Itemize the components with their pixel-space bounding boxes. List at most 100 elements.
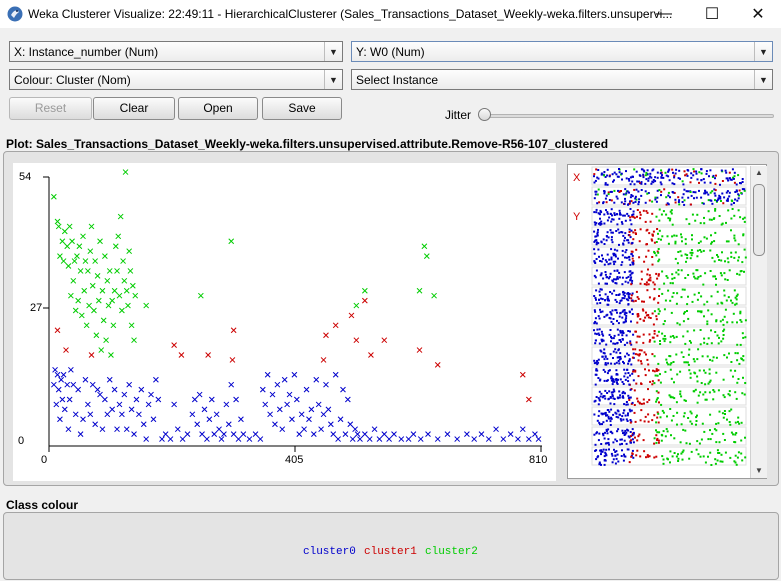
data-point-cluster1[interactable] xyxy=(361,297,368,304)
x-axis-select[interactable]: X: Instance_number (Num) ▼ xyxy=(9,41,343,62)
data-point-cluster0[interactable] xyxy=(189,411,196,418)
data-point-cluster2[interactable] xyxy=(88,223,95,230)
data-point-cluster2[interactable] xyxy=(60,258,67,264)
data-point-cluster0[interactable] xyxy=(361,431,368,437)
data-point-cluster0[interactable] xyxy=(344,396,351,403)
data-point-cluster0[interactable] xyxy=(179,436,186,442)
data-point-cluster2[interactable] xyxy=(78,312,85,319)
data-point-cluster0[interactable] xyxy=(208,396,215,403)
data-point-cluster0[interactable] xyxy=(114,426,120,433)
data-point-cluster0[interactable] xyxy=(216,426,222,433)
data-point-cluster2[interactable] xyxy=(126,248,133,255)
data-point-cluster0[interactable] xyxy=(225,421,232,428)
data-point-cluster0[interactable] xyxy=(259,386,266,393)
data-point-cluster1[interactable] xyxy=(381,337,388,344)
data-point-cluster0[interactable] xyxy=(252,431,259,437)
data-point-cluster2[interactable] xyxy=(54,218,61,225)
data-point-cluster0[interactable] xyxy=(327,421,334,428)
data-point-cluster2[interactable] xyxy=(89,282,96,289)
data-point-cluster1[interactable] xyxy=(434,362,441,368)
data-point-cluster0[interactable] xyxy=(371,426,378,433)
data-point-cluster0[interactable] xyxy=(471,436,478,442)
data-point-cluster0[interactable] xyxy=(51,381,57,388)
data-point-cluster0[interactable] xyxy=(194,421,201,428)
data-point-cluster2[interactable] xyxy=(99,287,106,294)
data-point-cluster0[interactable] xyxy=(53,401,60,408)
data-point-cluster1[interactable] xyxy=(519,371,526,378)
data-point-cluster0[interactable] xyxy=(308,406,315,413)
data-point-cluster0[interactable] xyxy=(335,436,341,442)
data-point-cluster0[interactable] xyxy=(366,436,373,442)
data-point-cluster0[interactable] xyxy=(218,436,225,442)
data-point-cluster0[interactable] xyxy=(58,376,65,383)
data-point-cluster0[interactable] xyxy=(111,386,118,393)
data-point-cluster0[interactable] xyxy=(398,436,405,442)
data-point-cluster0[interactable] xyxy=(70,381,77,388)
save-button[interactable]: Save xyxy=(262,97,342,120)
data-point-cluster0[interactable] xyxy=(298,411,305,418)
data-point-cluster0[interactable] xyxy=(532,431,538,437)
data-point-cluster0[interactable] xyxy=(54,371,61,378)
data-point-cluster2[interactable] xyxy=(122,169,129,175)
data-point-cluster0[interactable] xyxy=(289,416,295,423)
attribute-panel[interactable]: X Y xyxy=(567,164,767,479)
legend-cluster2[interactable]: cluster2 xyxy=(425,546,478,558)
data-point-cluster2[interactable] xyxy=(64,243,71,250)
attribute-thumbnail[interactable] xyxy=(591,406,747,426)
data-point-cluster1[interactable] xyxy=(88,352,95,358)
data-point-cluster0[interactable] xyxy=(123,426,130,433)
data-point-cluster0[interactable] xyxy=(425,431,431,437)
data-point-cluster2[interactable] xyxy=(121,277,128,284)
data-point-cluster0[interactable] xyxy=(310,431,317,437)
data-point-cluster0[interactable] xyxy=(281,376,288,383)
data-point-cluster2[interactable] xyxy=(91,307,97,314)
scatter-plot-area[interactable]: 54 27 0 0 405 810 xyxy=(13,163,556,481)
select-instance-select[interactable]: Select Instance ▼ xyxy=(351,69,773,90)
data-point-cluster0[interactable] xyxy=(77,431,84,437)
data-point-cluster0[interactable] xyxy=(313,376,320,383)
data-point-cluster0[interactable] xyxy=(274,381,281,388)
data-point-cluster2[interactable] xyxy=(105,302,112,309)
data-point-cluster0[interactable] xyxy=(330,431,337,437)
data-point-cluster2[interactable] xyxy=(71,258,78,264)
minimize-button[interactable]: — xyxy=(656,5,672,22)
legend-cluster1[interactable]: cluster1 xyxy=(364,546,417,558)
data-point-cluster2[interactable] xyxy=(143,302,150,309)
data-point-cluster0[interactable] xyxy=(68,366,74,373)
data-point-cluster0[interactable] xyxy=(80,416,86,423)
data-point-cluster2[interactable] xyxy=(85,268,91,274)
data-point-cluster0[interactable] xyxy=(233,396,239,403)
data-point-cluster0[interactable] xyxy=(410,431,417,437)
data-point-cluster2[interactable] xyxy=(197,292,204,299)
data-point-cluster0[interactable] xyxy=(293,396,300,403)
data-point-cluster2[interactable] xyxy=(109,297,116,304)
data-point-cluster2[interactable] xyxy=(228,238,235,245)
data-point-cluster0[interactable] xyxy=(206,416,213,423)
data-point-cluster0[interactable] xyxy=(515,436,521,442)
data-point-cluster2[interactable] xyxy=(114,268,120,274)
data-point-cluster2[interactable] xyxy=(66,223,73,230)
data-point-cluster2[interactable] xyxy=(115,233,122,240)
data-point-cluster0[interactable] xyxy=(340,386,346,393)
data-point-cluster0[interactable] xyxy=(478,431,485,437)
data-point-cluster2[interactable] xyxy=(129,282,136,289)
data-point-cluster0[interactable] xyxy=(136,411,142,418)
data-point-cluster0[interactable] xyxy=(121,391,128,398)
scroll-down-icon[interactable]: ▼ xyxy=(755,466,763,475)
data-point-cluster2[interactable] xyxy=(353,302,360,309)
data-point-cluster0[interactable] xyxy=(267,411,273,418)
data-point-cluster0[interactable] xyxy=(97,391,103,398)
data-point-cluster2[interactable] xyxy=(68,292,74,299)
data-point-cluster0[interactable] xyxy=(138,386,145,393)
data-point-cluster0[interactable] xyxy=(85,401,91,408)
data-point-cluster0[interactable] xyxy=(153,376,159,383)
data-point-cluster0[interactable] xyxy=(64,381,71,388)
data-point-cluster0[interactable] xyxy=(230,431,237,437)
data-point-cluster1[interactable] xyxy=(323,332,329,339)
data-point-cluster2[interactable] xyxy=(120,258,126,264)
data-point-cluster0[interactable] xyxy=(140,421,147,428)
data-point-cluster0[interactable] xyxy=(109,406,116,413)
data-point-cluster0[interactable] xyxy=(276,406,283,413)
data-point-cluster0[interactable] xyxy=(246,436,253,442)
data-point-cluster0[interactable] xyxy=(264,371,271,378)
